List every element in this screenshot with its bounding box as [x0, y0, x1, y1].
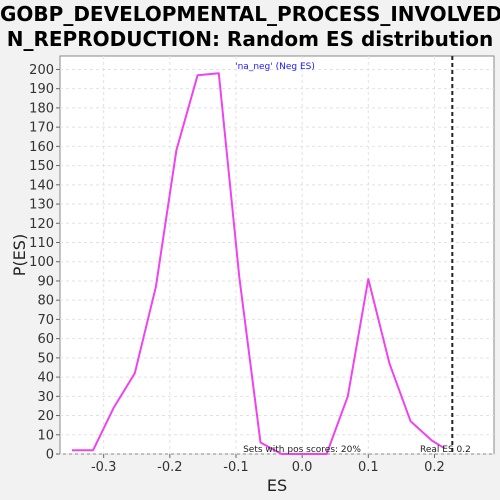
y-tick-label: 120 [29, 217, 54, 232]
y-tick-label: 100 [29, 255, 54, 270]
y-tick-label: 150 [29, 159, 54, 174]
y-tick-label: 70 [37, 313, 54, 328]
y-axis-ticks: 0 10 20 30 40 50 60 70 80 90 100 110 120 130 140 150 160… [29, 63, 60, 463]
pos-scores-annotation: Sets with pos scores: 20% [243, 445, 361, 455]
grid [60, 56, 494, 455]
series-line [71, 72, 445, 455]
y-tick-label: 50 [37, 351, 54, 366]
x-tick-label: -0.2 [157, 460, 182, 475]
y-tick-label: 190 [29, 82, 54, 97]
y-tick-label: 180 [29, 101, 54, 116]
legend-entry: 'na_neg' (Neg ES) [235, 62, 315, 72]
y-tick-label: 170 [29, 121, 54, 136]
chart-title-line-1: GOBP_DEVELOPMENTAL_PROCESS_INVOLVED_I [0, 2, 500, 26]
x-axis-label: ES [267, 476, 287, 495]
x-tick-label: 0.1 [358, 460, 379, 475]
y-tick-label: 20 [37, 409, 54, 424]
x-tick-label: -0.1 [223, 460, 248, 475]
real-es-annotation: Real ES 0.2 [420, 445, 471, 455]
chart-title: GOBP_DEVELOPMENTAL_PROCESS_INVOLVED_I N_… [0, 2, 500, 52]
chart-title-line-2: N_REPRODUCTION: Random ES distribution [6, 27, 494, 51]
y-tick-label: 30 [37, 390, 54, 405]
plot-area [59, 55, 495, 455]
x-axis-ticks: -0.3 -0.2 -0.1 0.0 0.1 0.2 [91, 454, 445, 475]
x-tick-label: 0.0 [292, 460, 313, 475]
y-tick-label: 200 [29, 63, 54, 78]
y-tick-label: 80 [37, 294, 54, 309]
y-tick-label: 130 [29, 198, 54, 213]
y-axis-label: P(ES) [10, 234, 29, 276]
y-tick-label: 10 [37, 428, 54, 443]
x-tick-label: -0.3 [91, 460, 116, 475]
y-tick-label: 40 [37, 371, 54, 386]
y-tick-label: 60 [37, 332, 54, 347]
y-tick-label: 110 [29, 236, 54, 251]
y-tick-label: 160 [29, 140, 54, 155]
x-tick-label: 0.2 [424, 460, 445, 475]
y-tick-label: 90 [37, 274, 54, 289]
y-tick-label: 0 [46, 448, 54, 463]
y-tick-label: 140 [29, 178, 54, 193]
